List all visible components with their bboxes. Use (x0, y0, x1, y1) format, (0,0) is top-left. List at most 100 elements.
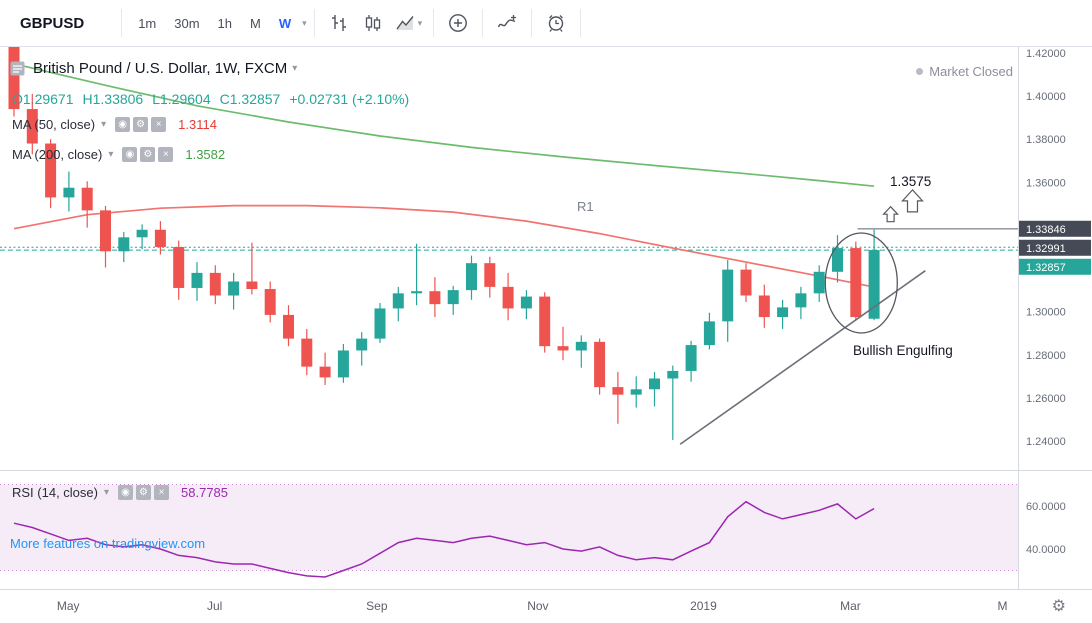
candle-body (337, 350, 349, 378)
indicator-settings-icon[interactable]: ⚙ (140, 147, 156, 162)
price-tick-label: 1.30000 (1026, 307, 1066, 319)
interval-M[interactable]: M (250, 15, 261, 31)
price-axis[interactable] (1018, 47, 1092, 590)
bar-chart-style-icon (328, 12, 350, 34)
ma50-value: 1.3114 (178, 117, 217, 132)
ma200-value: 1.3582 (185, 147, 226, 162)
toolbar-separator (433, 9, 435, 37)
ma200-row: MA (200, close) ▾ ◉ ⚙ × 1.3582 (12, 147, 225, 162)
rsi-pane[interactable] (0, 484, 1018, 578)
candle-body (832, 248, 843, 272)
ohlc-high: H1.33806 (82, 91, 144, 107)
alerts-button[interactable] (539, 6, 573, 40)
candle-body (520, 296, 532, 309)
price-badge-label: 1.32991 (1026, 243, 1066, 255)
rsi-label[interactable]: RSI (14, close) (12, 485, 98, 500)
chart-info-icon[interactable] (10, 61, 25, 76)
engulfing-ellipse (824, 232, 898, 334)
indicators-button[interactable] (490, 6, 524, 40)
remove-indicator-icon[interactable]: × (151, 117, 167, 132)
price-tick-label: 1.42000 (1026, 48, 1066, 60)
candle-body (173, 247, 185, 288)
rsi-value: 58.7785 (181, 485, 229, 500)
candle-body (740, 269, 752, 296)
indicator-settings-icon[interactable]: ⚙ (133, 117, 149, 132)
main-price-pane[interactable] (0, 47, 1018, 445)
rsi-row: RSI (14, close) ▾ ◉ ⚙ × 58.7785 (12, 485, 228, 500)
candle-body (667, 370, 679, 379)
candle-body (100, 210, 111, 252)
interval-30m[interactable]: 30m (174, 15, 200, 31)
trendline (679, 270, 926, 445)
candle-body (685, 345, 697, 371)
candle-body (758, 295, 770, 318)
remove-indicator-icon[interactable]: × (158, 147, 174, 162)
toolbar-separator (531, 9, 533, 37)
interval-dropdown-chevron-icon[interactable]: ▾ (302, 17, 307, 28)
candle-body (45, 143, 57, 198)
candle-style-button[interactable] (356, 6, 390, 40)
candle-body (154, 229, 166, 247)
candle-body (8, 47, 20, 110)
candle-body (868, 250, 880, 319)
area-chart-style-icon (394, 12, 416, 34)
interval-W[interactable]: W (278, 15, 292, 31)
candle-body (136, 229, 148, 238)
gear-icon[interactable]: ⚙ (1051, 598, 1066, 615)
candle-body (191, 272, 203, 288)
market-status-dot-icon (916, 68, 924, 75)
compare-add-icon (447, 12, 469, 34)
bar-style-button[interactable] (322, 6, 356, 40)
main-legend: British Pound / U.S. Dollar, 1W, FXCM ▾ (10, 60, 297, 77)
candle-body (447, 290, 459, 305)
ma50-label[interactable]: MA (50, close) (12, 117, 96, 132)
compare-button[interactable] (441, 6, 475, 40)
time-axis-label: Mar (840, 599, 861, 613)
candle-body (466, 263, 477, 291)
ohlc-close: C1.32857 (219, 91, 281, 107)
hide-indicator-icon[interactable]: ◉ (122, 147, 138, 162)
chart-title[interactable]: British Pound / U.S. Dollar, 1W, FXCM (33, 60, 288, 77)
candle-body (429, 291, 441, 305)
hide-indicator-icon[interactable]: ◉ (115, 117, 131, 132)
indicator-settings-icon[interactable]: ⚙ (136, 485, 152, 500)
market-status-label: Market Closed (929, 64, 1013, 79)
interval-1m[interactable]: 1m (138, 15, 157, 31)
chart-canvas[interactable]: 1.42000 1.40000 1.38000 1.36000 1.30000 1.280… (0, 47, 1092, 590)
candle-body (283, 314, 294, 339)
market-status: Market Closed (916, 64, 1013, 79)
remove-indicator-icon[interactable]: × (154, 485, 170, 500)
ma200-label[interactable]: MA (200, close) (12, 147, 103, 162)
rsi-band (0, 484, 1018, 571)
price-badge (1019, 258, 1091, 275)
ohlc-low: L1.29604 (152, 91, 211, 107)
ohlc-change: +0.02731 (+2.10%) (289, 91, 410, 107)
tradingview-watermark-link[interactable]: More features on tradingview.com (10, 536, 206, 551)
toolbar-separator (121, 9, 123, 37)
alert-clock-icon (545, 12, 567, 34)
time-axis[interactable]: ⚙ May Jul Sep Nov 2019 Mar M (0, 590, 1092, 623)
candle-body (575, 341, 587, 351)
chevron-down-icon: ▾ (103, 487, 110, 498)
interval-1h[interactable]: 1h (217, 15, 233, 31)
candlestick-style-icon (362, 12, 384, 34)
candle-body (26, 109, 38, 144)
hide-indicator-icon[interactable]: ◉ (118, 485, 134, 500)
r1-pivot-label: R1 (577, 199, 594, 214)
candle-body (356, 338, 368, 351)
time-axis-label: M (997, 599, 1008, 613)
time-axis-label: Jul (206, 599, 223, 613)
symbol-button[interactable]: GBPUSD (20, 14, 85, 32)
candle-body (118, 237, 130, 252)
area-style-button[interactable]: ▾ (390, 6, 427, 40)
price-tick-label: 1.40000 (1026, 91, 1066, 103)
candle-body (264, 289, 276, 315)
candle-body (813, 271, 825, 294)
candle-body (539, 296, 551, 347)
candle-body (228, 281, 240, 296)
price-badge (1019, 220, 1091, 237)
chevron-down-icon: ▾ (101, 119, 107, 130)
rsi-line (13, 500, 875, 578)
style-dropdown-chevron-icon: ▾ (417, 17, 423, 28)
price-tick-label: 1.28000 (1026, 350, 1066, 362)
